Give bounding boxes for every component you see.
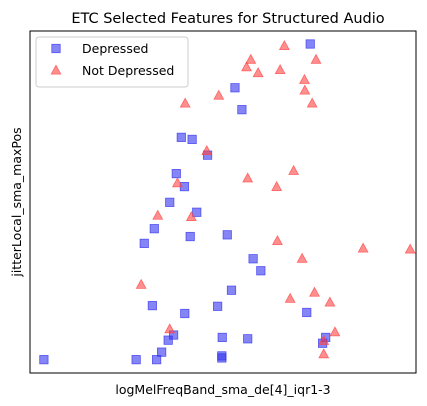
data-points xyxy=(39,39,416,365)
plot-area xyxy=(29,30,417,374)
data-point-depressed xyxy=(185,231,195,242)
data-point-not-depressed xyxy=(271,180,283,191)
legend-marker-not-depressed xyxy=(50,64,62,75)
data-point-not-depressed xyxy=(306,97,318,108)
data-point-depressed xyxy=(147,301,157,311)
legend-label-depressed: Depressed xyxy=(82,41,148,56)
legend-frame xyxy=(35,36,189,88)
legend-marker-not-depressed xyxy=(50,64,62,75)
data-point-depressed xyxy=(163,335,173,345)
data-point-not-depressed xyxy=(164,323,176,334)
data-point-not-depressed xyxy=(245,53,257,64)
data-point-not-depressed xyxy=(201,145,213,156)
data-point-not-depressed xyxy=(318,348,330,359)
data-point-not-depressed xyxy=(135,278,147,289)
data-point-not-depressed xyxy=(241,61,253,72)
data-point-not-depressed xyxy=(284,292,296,303)
legend-marker-depressed xyxy=(51,43,61,54)
data-point-depressed xyxy=(192,207,202,217)
data-point-not-depressed xyxy=(404,243,416,254)
data-point-not-depressed xyxy=(357,242,369,253)
chart-title: ETC Selected Features for Structured Aud… xyxy=(71,11,384,27)
data-point-depressed xyxy=(139,238,149,248)
data-point-depressed xyxy=(180,308,190,319)
data-point-depressed xyxy=(176,132,186,142)
data-point-not-depressed xyxy=(329,326,341,337)
data-point-depressed xyxy=(187,134,197,145)
legend-label-not-depressed: Not Depressed xyxy=(82,63,174,78)
data-point-not-depressed xyxy=(274,63,286,74)
y-axis-label: jitterLocal_sma_maxPos xyxy=(9,127,24,277)
data-point-depressed xyxy=(152,355,162,365)
data-point-not-depressed xyxy=(242,172,254,183)
data-point-depressed xyxy=(39,355,49,365)
data-point-not-depressed xyxy=(296,252,308,263)
data-point-not-depressed xyxy=(179,97,191,108)
data-point-not-depressed xyxy=(171,177,183,188)
data-point-depressed xyxy=(149,224,159,234)
data-point-depressed xyxy=(171,169,181,179)
data-point-depressed xyxy=(230,83,240,93)
data-point-not-depressed xyxy=(310,53,322,64)
legend-marker-depressed xyxy=(51,43,61,54)
data-point-depressed xyxy=(222,230,232,240)
data-point-not-depressed xyxy=(278,40,290,51)
data-point-depressed xyxy=(226,285,237,295)
data-point-not-depressed xyxy=(299,84,311,95)
data-point-depressed xyxy=(237,105,247,115)
x-axis-label: logMelFreqBand_sma_de[4]_iqr1-3 xyxy=(115,382,330,397)
data-point-depressed xyxy=(305,39,315,49)
data-point-depressed xyxy=(302,307,312,318)
data-point-depressed xyxy=(212,301,223,311)
data-point-not-depressed xyxy=(288,164,300,175)
data-point-depressed xyxy=(165,197,175,207)
data-point-not-depressed xyxy=(298,73,310,84)
data-point-not-depressed xyxy=(185,211,197,222)
data-point-depressed xyxy=(248,254,258,264)
data-point-depressed xyxy=(217,353,227,363)
data-point-depressed xyxy=(217,332,227,343)
data-point-not-depressed xyxy=(309,286,320,297)
data-point-depressed xyxy=(243,334,253,344)
data-point-not-depressed xyxy=(252,67,264,78)
data-point-not-depressed xyxy=(318,334,330,345)
data-point-not-depressed xyxy=(271,234,283,245)
data-point-not-depressed xyxy=(152,209,164,220)
legend: Depressed Not Depressed xyxy=(35,36,189,88)
data-point-not-depressed xyxy=(213,89,225,100)
data-point-not-depressed xyxy=(324,296,336,307)
data-point-depressed xyxy=(256,266,266,276)
data-point-depressed xyxy=(157,347,167,357)
data-point-depressed xyxy=(131,355,141,365)
